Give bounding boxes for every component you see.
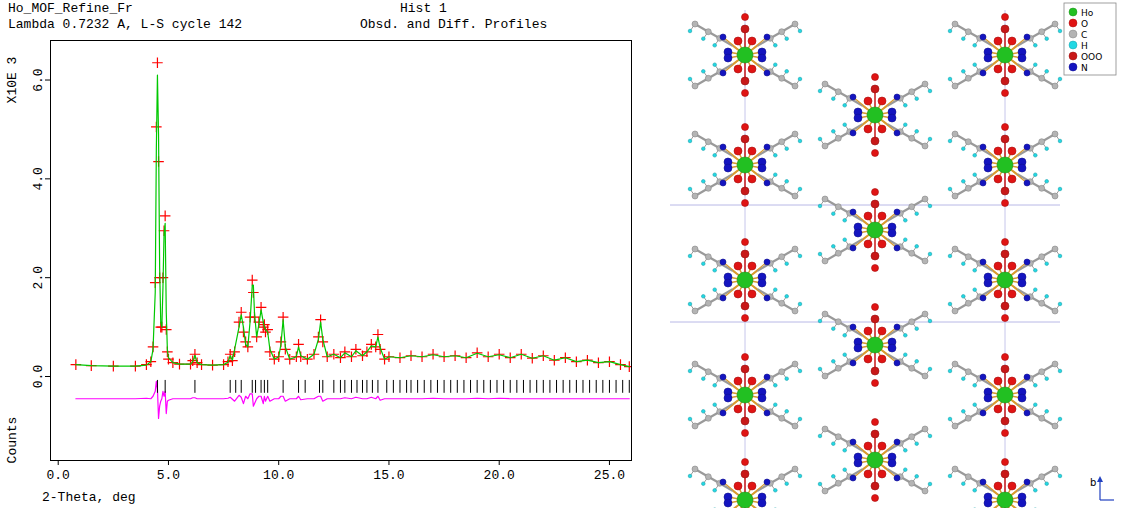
svg-text:b: b xyxy=(1090,477,1096,488)
html-text:Lambda 0.7232 A, L-S cycle 142: Lambda 0.7232 A, L-S cycle 142 xyxy=(8,17,242,32)
svg-text:C: C xyxy=(1081,30,1087,40)
svg-text:15.0: 15.0 xyxy=(373,468,404,483)
svg-text:2-Theta, deg: 2-Theta, deg xyxy=(42,490,136,505)
svg-text:0.0: 0.0 xyxy=(31,365,46,388)
svg-text:6.0: 6.0 xyxy=(31,68,46,91)
svg-text:20.0: 20.0 xyxy=(484,468,515,483)
html-text:Obsd. and Diff. Profiles: Obsd. and Diff. Profiles xyxy=(360,17,548,32)
svg-text:0.0: 0.0 xyxy=(47,468,70,483)
svg-text:N: N xyxy=(1081,63,1088,73)
svg-text:Counts: Counts xyxy=(5,417,20,464)
svg-text:10.0: 10.0 xyxy=(263,468,294,483)
svg-text:2.0: 2.0 xyxy=(31,266,46,289)
html-text:Hist 1: Hist 1 xyxy=(400,1,447,16)
svg-text:Ho: Ho xyxy=(1081,8,1094,18)
svg-text:H: H xyxy=(1081,41,1088,51)
svg-text:OOO: OOO xyxy=(1081,52,1102,62)
svg-text:X10E 3: X10E 3 xyxy=(5,57,20,104)
svg-text:4.0: 4.0 xyxy=(31,167,46,190)
svg-text:25.0: 25.0 xyxy=(594,468,625,483)
svg-text:5.0: 5.0 xyxy=(157,468,180,483)
html-text:Ho_MOF_Refine_Fr: Ho_MOF_Refine_Fr xyxy=(8,1,133,16)
svg-text:O: O xyxy=(1081,19,1088,29)
